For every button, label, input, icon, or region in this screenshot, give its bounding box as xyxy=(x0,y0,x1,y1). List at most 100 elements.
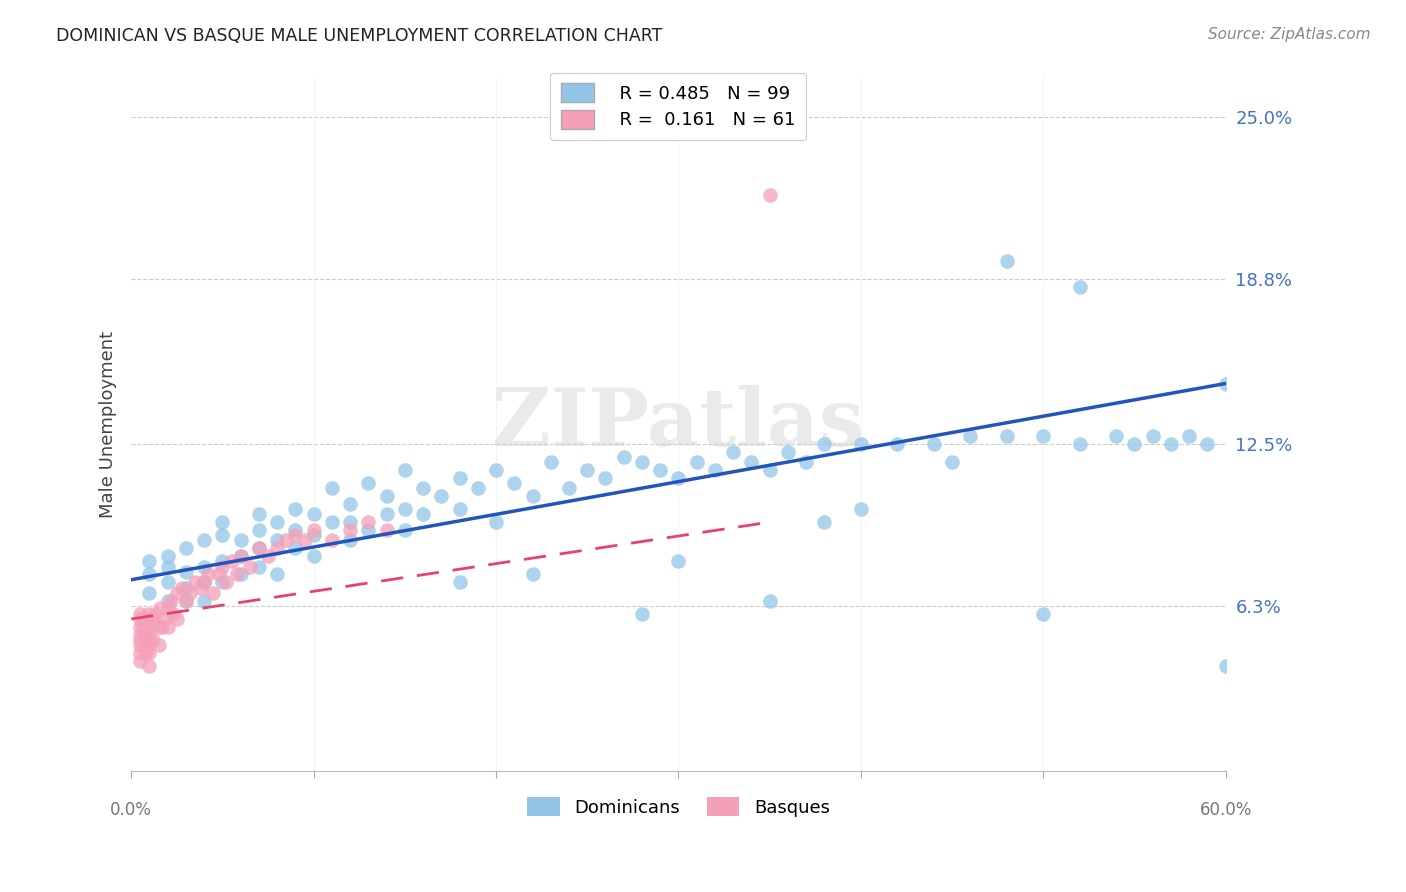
Point xyxy=(149,601,172,615)
Point xyxy=(166,586,188,600)
Point xyxy=(941,455,963,469)
Point xyxy=(721,444,744,458)
Point xyxy=(247,559,270,574)
Point xyxy=(758,463,780,477)
Point xyxy=(174,565,197,579)
Point xyxy=(449,575,471,590)
Point xyxy=(758,188,780,202)
Point xyxy=(394,463,416,477)
Y-axis label: Male Unemployment: Male Unemployment xyxy=(100,331,117,517)
Point xyxy=(229,549,252,564)
Point xyxy=(135,612,157,626)
Point xyxy=(247,541,270,556)
Point xyxy=(184,575,207,590)
Text: ZIPatlas: ZIPatlas xyxy=(492,385,865,463)
Point xyxy=(138,627,160,641)
Point xyxy=(148,620,170,634)
Point xyxy=(357,475,380,490)
Point xyxy=(162,607,184,621)
Point xyxy=(485,463,508,477)
Point xyxy=(138,638,160,652)
Point xyxy=(284,502,307,516)
Point xyxy=(449,502,471,516)
Point xyxy=(758,593,780,607)
Point xyxy=(540,455,562,469)
Point xyxy=(129,638,152,652)
Point xyxy=(153,612,176,626)
Point xyxy=(1215,376,1237,391)
Point xyxy=(193,575,215,590)
Point xyxy=(503,475,526,490)
Point xyxy=(339,515,361,529)
Point xyxy=(886,436,908,450)
Point xyxy=(239,559,262,574)
Point xyxy=(166,612,188,626)
Point xyxy=(129,620,152,634)
Point xyxy=(215,575,238,590)
Point xyxy=(156,620,179,634)
Point xyxy=(284,523,307,537)
Point xyxy=(1032,607,1054,621)
Point xyxy=(190,581,212,595)
Point xyxy=(129,654,152,668)
Point xyxy=(1105,429,1128,443)
Point xyxy=(467,481,489,495)
Point xyxy=(412,508,434,522)
Point xyxy=(221,554,243,568)
Point xyxy=(294,533,316,548)
Point xyxy=(668,471,690,485)
Point xyxy=(174,593,197,607)
Point xyxy=(211,575,233,590)
Point xyxy=(685,455,707,469)
Point xyxy=(321,481,343,495)
Point xyxy=(138,567,160,582)
Point xyxy=(174,541,197,556)
Point xyxy=(276,533,298,548)
Legend: Dominicans, Basques: Dominicans, Basques xyxy=(520,790,837,824)
Point xyxy=(174,581,197,595)
Point xyxy=(266,541,288,556)
Point xyxy=(375,523,398,537)
Point xyxy=(156,575,179,590)
Point xyxy=(129,612,152,626)
Point xyxy=(211,559,233,574)
Point xyxy=(1123,436,1146,450)
Point xyxy=(138,586,160,600)
Point xyxy=(394,502,416,516)
Point xyxy=(485,515,508,529)
Point xyxy=(1160,436,1182,450)
Point xyxy=(156,601,179,615)
Point xyxy=(211,554,233,568)
Point xyxy=(1069,436,1091,450)
Point xyxy=(257,549,280,564)
Point xyxy=(284,541,307,556)
Point xyxy=(794,455,817,469)
Point xyxy=(357,523,380,537)
Point xyxy=(631,455,654,469)
Point xyxy=(160,593,183,607)
Point xyxy=(229,567,252,582)
Point xyxy=(522,567,544,582)
Point xyxy=(197,567,219,582)
Point xyxy=(138,646,160,660)
Point xyxy=(849,436,872,450)
Point xyxy=(132,632,155,647)
Point xyxy=(1069,279,1091,293)
Point xyxy=(129,632,152,647)
Point xyxy=(142,612,165,626)
Point xyxy=(375,508,398,522)
Point xyxy=(922,436,945,450)
Point xyxy=(813,436,835,450)
Point xyxy=(129,607,152,621)
Point xyxy=(193,533,215,548)
Point xyxy=(650,463,672,477)
Point xyxy=(613,450,636,464)
Point xyxy=(284,528,307,542)
Point xyxy=(156,549,179,564)
Point xyxy=(1215,659,1237,673)
Point xyxy=(179,586,201,600)
Text: 0.0%: 0.0% xyxy=(110,801,152,819)
Point xyxy=(193,559,215,574)
Point xyxy=(394,523,416,537)
Point xyxy=(138,554,160,568)
